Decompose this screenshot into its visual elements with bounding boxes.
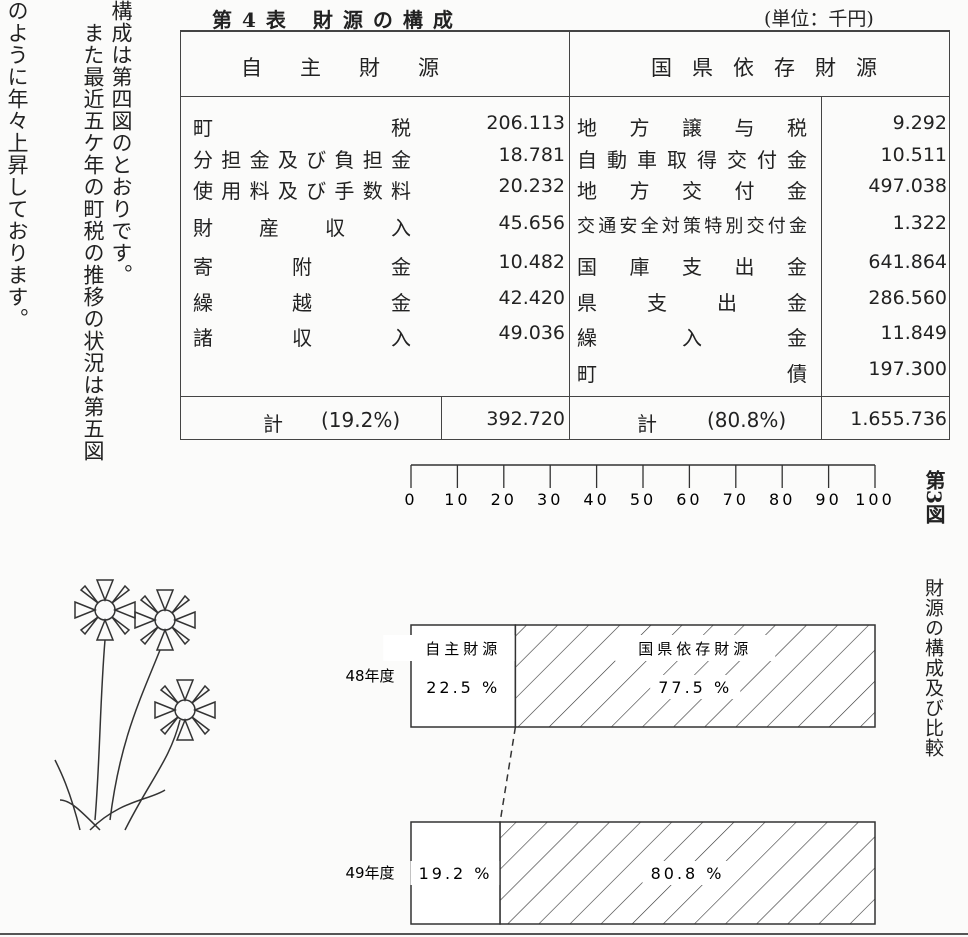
row-value: 497.038 (868, 175, 947, 197)
label-bg (642, 861, 733, 885)
table-rule (821, 96, 822, 440)
column-header: 自主財源 (241, 56, 477, 80)
table-title: 第4表 財源の構成 (212, 8, 463, 32)
total-pct: (80.8%) (707, 408, 787, 432)
row-label: 使用料及び手数料 (193, 179, 411, 203)
value-label: 22.5 % (426, 678, 500, 697)
connector (499, 726, 517, 823)
value-label: 77.5 % (658, 678, 732, 697)
row-label: 県支出金 (577, 291, 807, 315)
row-value: 11.849 (880, 322, 947, 344)
row-value: 641.864 (868, 251, 947, 273)
row-value: 49.036 (498, 322, 565, 344)
category-label: 48年度 (345, 667, 394, 685)
side-text: また最近五ケ年の町税の推移の状況は第五図 (81, 22, 105, 462)
figure-title: 第3図 (922, 470, 946, 524)
row-label: 寄附金 (193, 255, 411, 279)
row-value: 10.482 (498, 251, 565, 273)
category-label: 49年度 (345, 864, 394, 882)
series-name: 国県依存財源 (638, 640, 752, 658)
row-label: 分担金及び負担金 (193, 148, 411, 172)
row-label: 地方交付金 (577, 179, 807, 203)
table: 自主財源 国県依存財源町税 206.113 地方譲与税 9.292 分担金及び負担金 18.… (180, 30, 950, 440)
column-header: 国県依存財源 (651, 56, 897, 80)
side-text: のように年々上昇しております。 (5, 0, 29, 330)
table-rule (181, 96, 949, 97)
scale-tick-label: 80 (769, 490, 795, 509)
side-text: 構成は第四図のとおりです。 (109, 0, 133, 286)
row-value: 10.511 (880, 144, 947, 166)
total-label: 計 (263, 412, 283, 436)
scale-tick-label: 100 (855, 490, 895, 509)
table-rule (569, 32, 570, 440)
label-bg (418, 675, 509, 699)
row-label: 財産収入 (193, 216, 411, 240)
table-rule (441, 396, 442, 440)
figure-subtitle: 財源の構成及び比較 (922, 578, 944, 758)
label-bg (650, 675, 741, 699)
total-pct: (19.2%) (321, 408, 401, 432)
scale-tick-label: 10 (444, 490, 470, 509)
table-rule (181, 396, 949, 397)
series-name: 自主財源 (425, 640, 501, 658)
scale-tick-label: 30 (537, 490, 563, 509)
label-bg (410, 861, 501, 885)
row-label: 交通安全対策特別交付金 (577, 216, 807, 237)
row-label: 町税 (193, 116, 411, 140)
row-value: 206.113 (486, 112, 565, 134)
total-value: 1.655.736 (850, 408, 947, 430)
value-label: 80.8 % (651, 864, 725, 883)
scale-tick-label: 40 (583, 490, 609, 509)
row-value: 286.560 (868, 287, 947, 309)
scale-tick-label: 90 (815, 490, 841, 509)
row-value: 18.781 (498, 144, 565, 166)
flower-illustration (54, 579, 216, 831)
row-value: 197.300 (868, 358, 947, 380)
scale-tick-label: 50 (630, 490, 656, 509)
row-value: 42.420 (498, 287, 565, 309)
row-value: 9.292 (892, 112, 947, 134)
row-value: 20.232 (498, 175, 565, 197)
scale-tick-label: 60 (676, 490, 702, 509)
row-label: 地方譲与税 (577, 116, 807, 140)
row-label: 国庫支出金 (577, 255, 807, 279)
value-label: 19.2 % (419, 864, 493, 883)
label-bg (615, 635, 776, 661)
scale-tick-label: 20 (491, 490, 517, 509)
row-label: 繰入金 (577, 326, 807, 350)
row-label: 町債 (577, 362, 807, 386)
total-label: 計 (637, 412, 657, 436)
row-label: 諸収入 (193, 326, 411, 350)
scale-tick-label: 0 (404, 490, 417, 509)
row-label: 繰越金 (193, 291, 411, 315)
row-label: 自動車取得交付金 (577, 148, 807, 172)
table-unit: (単位：千円) (764, 8, 874, 30)
total-value: 392.720 (486, 408, 565, 430)
row-value: 1.322 (892, 212, 947, 234)
scale-tick-label: 70 (723, 490, 749, 509)
row-value: 45.656 (498, 212, 565, 234)
